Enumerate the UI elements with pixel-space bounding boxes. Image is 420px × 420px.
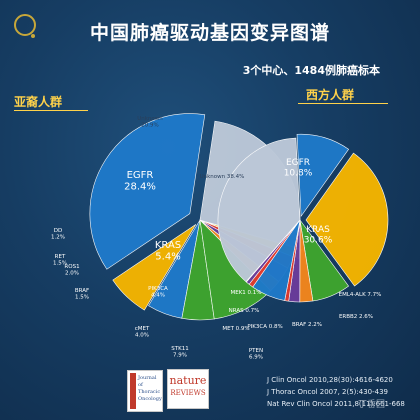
- pie2-slice-kras: [305, 152, 389, 287]
- logo-bar: [130, 373, 136, 409]
- decorative-ring: [14, 14, 36, 36]
- pie2-slice-unknown: [217, 137, 301, 283]
- pie2-label-nras: NRAS 0.7%: [229, 308, 260, 314]
- pie2-label-erbb2: ERBB2 2.6%: [339, 314, 373, 320]
- pie2-label-pik3ca: PIK3CA 0.8%: [247, 324, 282, 330]
- pie2-label-kras: KRAS 30.6%: [304, 225, 333, 245]
- pie2-label-braf: BRAF 2.2%: [292, 322, 322, 328]
- logo-reviews-text: REVIEWS: [170, 389, 206, 397]
- pie2-label-eml4-alk: EML4-ALK 7.7%: [339, 292, 382, 298]
- pie1-label-dd: DD 1.2%: [51, 228, 65, 240]
- pie1-label-stk11: STK11 7.9%: [171, 346, 188, 358]
- reference-3: Nat Rev Clin Oncol 2011,8(11):661-668: [267, 400, 405, 408]
- chart-title: 中国肺癌驱动基因变异图谱: [89, 22, 330, 44]
- asian-group-label: 亚裔人群: [14, 95, 63, 109]
- pie1-label-unknown: Unknown 20.9%: [137, 116, 163, 128]
- pie2-label-mek1: MEK1 0.1%: [230, 290, 261, 296]
- pie2-label-egfr: EGFR 10.8%: [284, 158, 313, 178]
- asian-group-underline: [14, 110, 88, 111]
- pie1-label-egfr: EGFR 28.4%: [124, 170, 156, 193]
- watermark: 丁香园: [358, 400, 386, 410]
- pie1-label-braf: BRAF 1.5%: [75, 288, 89, 300]
- pie2-label-unknown: Unknown 38.4%: [200, 174, 245, 180]
- pie1-label-ros1: ROS1 2.0%: [64, 264, 79, 276]
- pie1-label-cmet: cMET 4.0%: [135, 326, 150, 338]
- logo-text: Journal of Thoracic Oncology: [138, 375, 162, 402]
- decorative-dot: [31, 34, 35, 38]
- pie1-slice-egfr: [89, 113, 206, 270]
- reference-1: J Clin Oncol 2010,28(30):4616-4620: [267, 376, 393, 384]
- pie2-label-pten: PTEN 6.9%: [249, 348, 263, 360]
- pie1-label-pik3ca: PIK3CA 4.4%: [148, 286, 168, 298]
- chart-subtitle: 3个中心、1484例肺癌标本: [242, 64, 380, 77]
- pie2-label-met: MET 0.9%: [222, 326, 249, 332]
- logo-nature-text: nature: [169, 374, 207, 387]
- reference-2: J Thorac Oncol 2007, 2(5):430-439: [267, 388, 389, 396]
- western-group-label: 西方人群: [306, 88, 355, 102]
- pie2-slice-egfr: [296, 133, 349, 218]
- western-group-underline: [298, 103, 388, 104]
- pie1-label-ret: RET 1.5%: [53, 254, 67, 266]
- journal-thoracic-oncology-logo: Journal of Thoracic Oncology: [127, 370, 163, 412]
- pie1-label-kras: KRAS 5.4%: [155, 240, 181, 263]
- pie1-slice-kras: [112, 224, 197, 311]
- nature-reviews-logo: nature REVIEWS: [167, 369, 209, 409]
